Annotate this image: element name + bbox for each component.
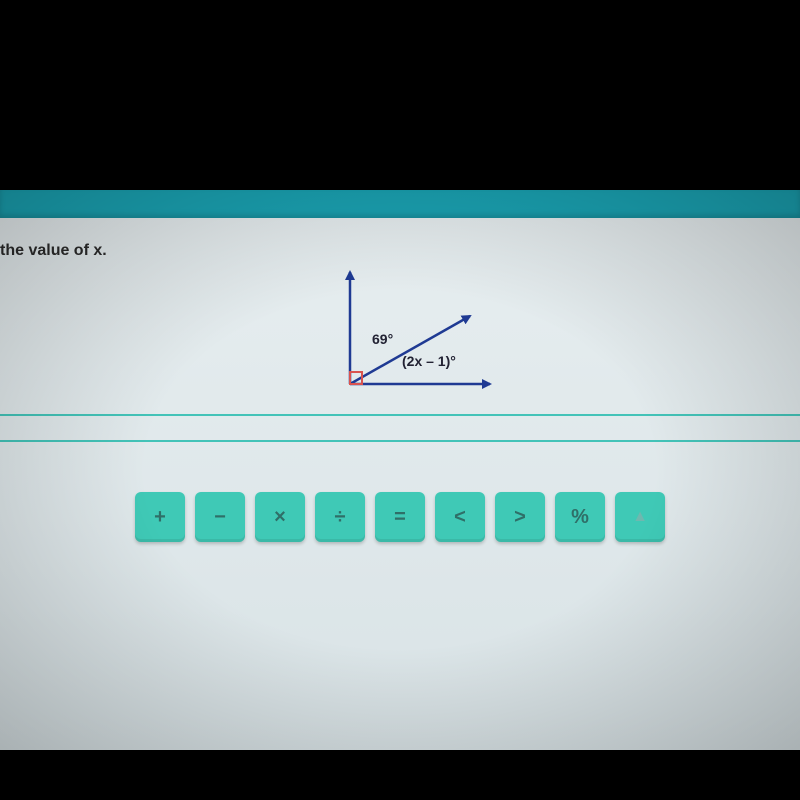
figure-container: 69° (2x – 1)°: [0, 254, 800, 414]
key-percent[interactable]: %: [555, 492, 605, 542]
key-minus[interactable]: −: [195, 492, 245, 542]
angle-diagram: 69° (2x – 1)°: [280, 254, 520, 414]
key-divide[interactable]: ÷: [315, 492, 365, 542]
app-screen: the value of x. 69°(2x – 1)° +−×÷=<>%▲: [0, 190, 800, 750]
keypad: +−×÷=<>%▲: [0, 492, 800, 542]
key-times[interactable]: ×: [255, 492, 305, 542]
svg-text:(2x – 1)°: (2x – 1)°: [402, 353, 456, 369]
letterbox-bottom: [0, 750, 800, 800]
svg-text:69°: 69°: [372, 331, 393, 347]
key-lt[interactable]: <: [435, 492, 485, 542]
answer-input-area[interactable]: [0, 416, 800, 440]
key-gt[interactable]: >: [495, 492, 545, 542]
divider-bottom: [0, 440, 800, 442]
key-up[interactable]: ▲: [615, 492, 665, 542]
key-plus[interactable]: +: [135, 492, 185, 542]
key-equals[interactable]: =: [375, 492, 425, 542]
letterbox-top: [0, 0, 800, 190]
header-bar: [0, 190, 800, 218]
question-area: the value of x. 69°(2x – 1)° +−×÷=<>%▲: [0, 218, 800, 542]
